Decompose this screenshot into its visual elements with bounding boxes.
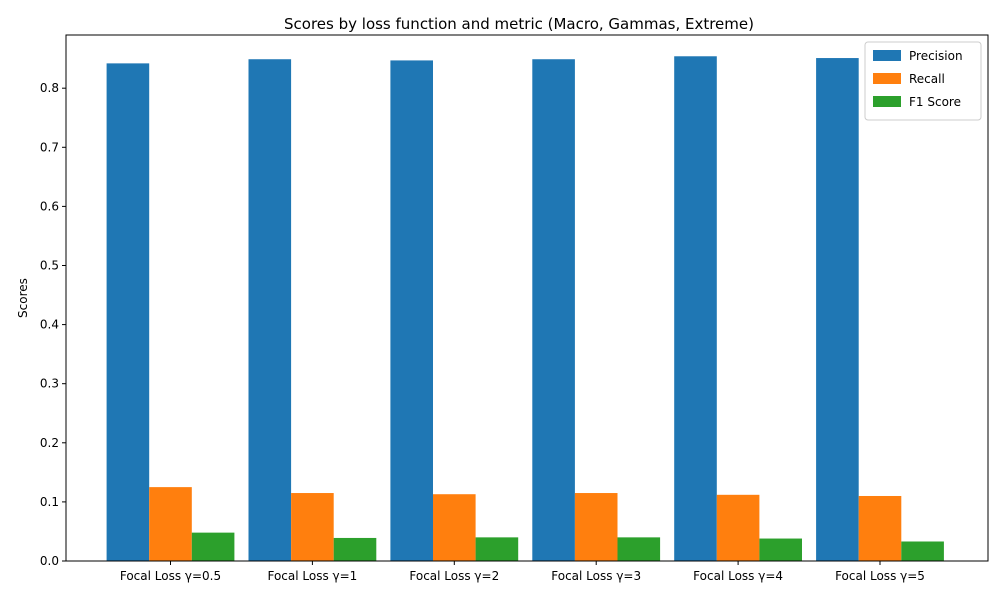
y-tick-label: 0.5 [40,258,59,272]
bar-precision-4 [674,56,717,562]
bar-precision-1 [248,59,292,562]
bar-recall-3 [574,493,618,561]
bar-f1-score-3 [617,537,661,561]
x-tick-label: Focal Loss γ=5 [835,569,925,583]
x-tick-label: Focal Loss γ=1 [267,569,357,583]
y-tick-label: 0.8 [40,81,59,95]
x-tick-label: Focal Loss γ=0.5 [120,569,221,583]
legend-label-precision: Precision [909,49,963,63]
bar-precision-0 [106,63,150,562]
x-tick-label: Focal Loss γ=2 [409,569,499,583]
legend-swatch-precision [873,50,901,61]
y-tick-label: 0.4 [40,318,59,332]
chart-title: Scores by loss function and metric (Macr… [284,15,754,33]
y-axis-label: Scores [16,278,30,318]
bars-layer [106,56,944,562]
bar-precision-5 [816,58,859,561]
y-tick-label: 0.7 [40,140,59,154]
bar-f1-score-4 [759,538,802,561]
legend-label-recall: Recall [909,72,945,86]
x-axis: Focal Loss γ=0.5 Focal Loss γ=1 Focal Loss… [120,561,925,583]
bar-recall-2 [433,494,476,561]
plot-frame [65,34,989,562]
y-tick-label: 0.6 [40,199,59,213]
y-tick-label: 0.1 [40,495,59,509]
y-tick-label: 0.3 [40,377,59,391]
legend-swatch-f1-score [873,96,901,107]
legend: Precision Recall F1 Score [864,41,982,121]
bar-f1-score-2 [475,537,519,561]
bar-recall-5 [858,495,902,561]
x-tick-label: Focal Loss γ=3 [551,569,641,583]
bar-f1-score-0 [191,532,235,561]
y-tick-label: 0.2 [40,436,59,450]
bar-recall-1 [291,493,334,561]
y-axis: 0.0 0.1 0.2 0.3 0.4 0.5 0.6 0.7 0.8 [40,81,66,568]
x-tick-label: Focal Loss γ=4 [693,569,783,583]
legend-swatch-recall [873,73,901,84]
y-tick-label: 0.0 [40,554,59,568]
bar-f1-score-1 [333,537,377,561]
bar-precision-3 [532,59,575,562]
bar-recall-4 [716,494,760,561]
bar-precision-2 [390,60,433,561]
bar-f1-score-5 [901,541,944,561]
legend-label-f1-score: F1 Score [909,95,961,109]
bar-recall-0 [149,487,192,561]
